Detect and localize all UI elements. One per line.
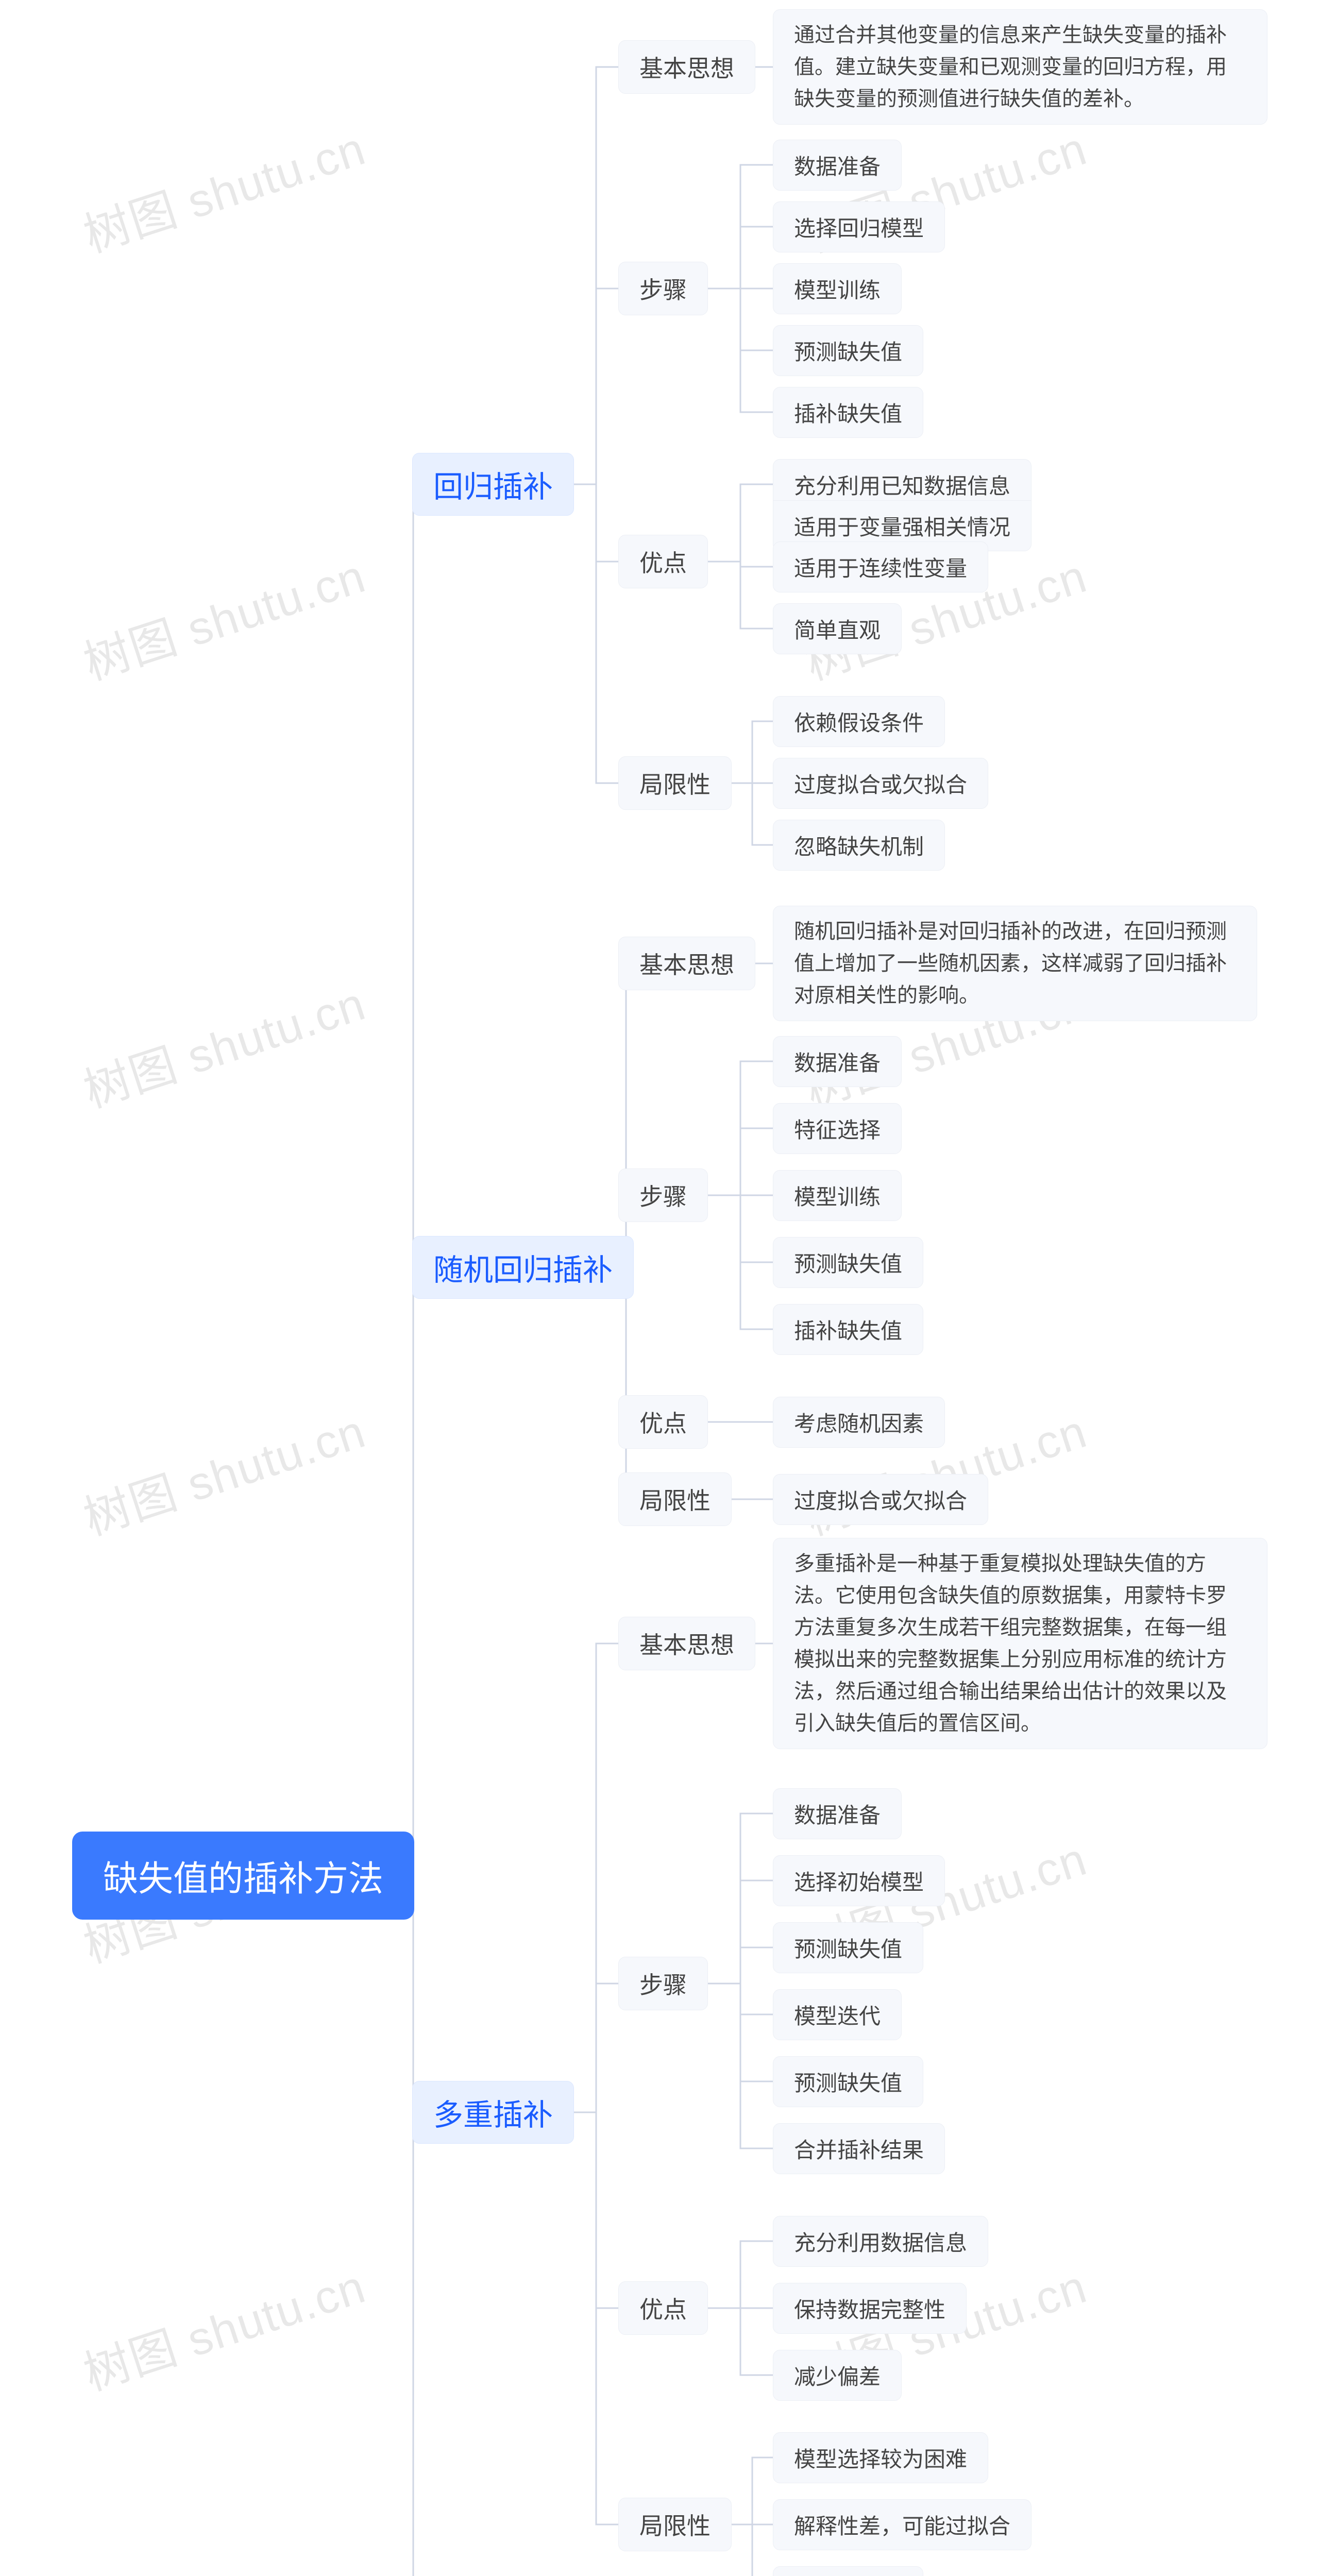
pros: 优点 <box>618 535 708 588</box>
cons: 局限性 <box>618 2498 732 2551</box>
con-item: 忽略缺失机制 <box>773 820 945 871</box>
con-item: 计算成本高 <box>773 2566 923 2576</box>
pros: 优点 <box>618 2281 708 2335</box>
step-item: 模型迭代 <box>773 1989 902 2040</box>
cons: 局限性 <box>618 1472 732 1526</box>
watermark: 树图 shutu.cn <box>74 967 373 1121</box>
con-item: 过度拟合或欠拟合 <box>773 1474 988 1525</box>
step-item: 插补缺失值 <box>773 1304 923 1355</box>
steps: 步骤 <box>618 1957 708 2010</box>
con-item: 过度拟合或欠拟合 <box>773 758 988 809</box>
branch-多重插补[interactable]: 多重插补 <box>412 2081 574 2144</box>
pro-item: 适用于连续性变量 <box>773 541 988 592</box>
basic-text: 多重插补是一种基于重复模拟处理缺失值的方法。它使用包含缺失值的原数据集，用蒙特卡… <box>773 1538 1267 1749</box>
branch-随机回归插补[interactable]: 随机回归插补 <box>412 1236 634 1299</box>
pro-item: 考虑随机因素 <box>773 1397 945 1448</box>
step-item: 预测缺失值 <box>773 1237 923 1288</box>
basic-idea: 基本思想 <box>618 937 755 990</box>
watermark: 树图 shutu.cn <box>74 1394 373 1548</box>
step-item: 模型训练 <box>773 263 902 314</box>
step-item: 数据准备 <box>773 1036 902 1087</box>
basic-text: 随机回归插补是对回归插补的改进，在回归预测值上增加了一些随机因素，这样减弱了回归… <box>773 906 1257 1021</box>
step-item: 数据准备 <box>773 140 902 191</box>
basic-idea: 基本思想 <box>618 40 755 94</box>
basic-idea: 基本思想 <box>618 1617 755 1670</box>
steps: 步骤 <box>618 1168 708 1222</box>
watermark: 树图 shutu.cn <box>74 2249 373 2403</box>
step-item: 数据准备 <box>773 1788 902 1839</box>
step-item: 选择初始模型 <box>773 1855 945 1906</box>
con-item: 模型选择较为困难 <box>773 2432 988 2483</box>
watermark: 树图 shutu.cn <box>74 111 373 265</box>
step-item: 预测缺失值 <box>773 325 923 376</box>
step-item: 插补缺失值 <box>773 387 923 438</box>
cons: 局限性 <box>618 756 732 810</box>
pro-item: 减少偏差 <box>773 2350 902 2401</box>
pro-item: 简单直观 <box>773 603 902 654</box>
pros: 优点 <box>618 1395 708 1449</box>
step-item: 预测缺失值 <box>773 1922 923 1973</box>
branch-回归插补[interactable]: 回归插补 <box>412 453 574 516</box>
pro-item: 充分利用数据信息 <box>773 2216 988 2267</box>
watermark: 树图 shutu.cn <box>74 539 373 693</box>
step-item: 模型训练 <box>773 1170 902 1221</box>
root-node[interactable]: 缺失值的插补方法 <box>72 1832 414 1920</box>
step-item: 选择回归模型 <box>773 201 945 252</box>
step-item: 预测缺失值 <box>773 2056 923 2107</box>
step-item: 合并插补结果 <box>773 2123 945 2174</box>
pro-item: 保持数据完整性 <box>773 2283 967 2334</box>
basic-text: 通过合并其他变量的信息来产生缺失变量的插补值。建立缺失变量和已观测变量的回归方程… <box>773 9 1267 125</box>
con-item: 依赖假设条件 <box>773 696 945 747</box>
step-item: 特征选择 <box>773 1103 902 1154</box>
con-item: 解释性差，可能过拟合 <box>773 2499 1031 2550</box>
steps: 步骤 <box>618 262 708 315</box>
